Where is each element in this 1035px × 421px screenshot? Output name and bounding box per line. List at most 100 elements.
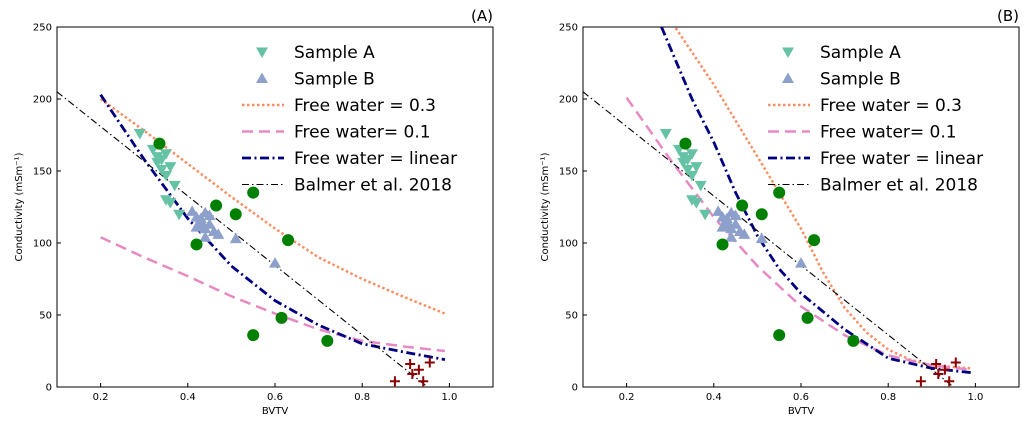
data-point-circle [275,311,288,324]
data-point-circle [247,186,260,199]
data-point-triangle-down [694,180,707,192]
legend-item: Balmer et al. 2018 [242,176,452,196]
x-tick-label: 0.8 [880,392,896,403]
data-point-plus [931,358,942,369]
plot-frame [56,26,494,388]
data-point-circle [847,334,860,347]
legend-item: Sample B [256,70,375,90]
data-point-circle [801,311,814,324]
legend-label: Sample A [820,43,901,63]
data-point-triangle-up [203,218,216,229]
data-point-triangle-up [186,205,199,216]
y-tick-label: 150 [559,167,578,178]
x-tick-label: 0.2 [93,392,109,403]
legend-item: Free water= 0.1 [242,123,431,143]
data-point-triangle-up [712,205,725,216]
data-point-triangle-up [203,209,216,221]
y-tick-label: 100 [33,239,52,250]
series-line [583,91,954,387]
data-point-circle [716,238,729,251]
legend-label: Sample A [294,43,375,63]
series-line [673,27,972,370]
data-point-plus [950,357,961,368]
legend-item: Free water = 0.3 [242,96,436,116]
y-tick-label: 100 [559,239,578,250]
data-point-triangle-up [738,228,751,239]
data-point-triangle-up [190,221,203,232]
legend-item: Free water= 0.1 [768,123,957,143]
data-point-circle [190,238,203,251]
data-point-triangle-up [795,257,807,268]
data-point-circle [321,334,334,347]
data-point-triangle-down [686,170,698,182]
data-point-circle [679,137,692,150]
data-point-circle [808,234,821,247]
y-axis-label: Conductivity (mSm⁻¹) [14,152,25,261]
legend-marker [256,72,268,83]
data-point-triangle-up [194,212,207,224]
x-tick-label: 1.0 [967,392,983,403]
data-point-triangle-up [716,221,729,232]
data-point-triangle-down [173,209,186,221]
data-point-triangle-down [164,162,177,173]
legend-item: Sample B [782,70,901,90]
data-point-circle [247,329,260,342]
legend-label: Free water = linear [820,149,983,169]
legend-item: Free water = 0.3 [768,96,962,116]
legend-label: Free water = 0.3 [820,96,962,116]
x-axis-label: BVTV [788,406,815,417]
legend-item: Balmer et al. 2018 [768,176,978,196]
data-point-plus [418,376,429,387]
panel-label: (B) [997,7,1019,25]
data-point-plus [424,357,435,368]
legend: Sample A Sample B Free water = 0.3 Free wat… [768,43,983,196]
data-point-triangle-down [699,209,712,221]
data-point-triangle-down [160,170,172,182]
data-point-triangle-down [151,157,164,169]
y-tick-label: 250 [33,23,52,34]
y-tick-label: 0 [46,383,52,394]
data-point-plus [405,358,416,369]
data-point-triangle-up [729,209,742,221]
y-tick-label: 150 [33,167,52,178]
data-point-plus [389,376,400,387]
x-tick-label: 0.8 [354,392,370,403]
data-point-triangle-down [168,180,181,192]
data-point-triangle-up [729,218,742,229]
data-point-triangle-down [133,129,146,140]
data-point-triangle-up [199,231,212,242]
legend-marker [782,72,794,83]
data-point-triangle-up [212,228,225,239]
legend-item: Sample A [782,43,901,63]
data-point-triangle-up [269,257,281,268]
data-point-triangle-down [686,149,698,160]
x-tick-label: 0.2 [619,392,635,403]
plot-frame [582,26,1020,388]
data-point-plus [413,364,424,375]
chart-panel-b: 0.2 0.4 0.6 0.8 1.0 0 50 100 150 200 250 BVTV Conduc… [540,7,1020,417]
data-point-circle [282,234,295,247]
panel-label: (A) [471,7,493,25]
legend-label: Free water = linear [294,149,457,169]
chart-panel-a: 0.2 0.4 0.6 0.8 1.0 0 50 100 150 200 250 BVTV Conduc… [14,7,494,417]
data-point-plus [944,376,955,387]
data-point-plus [933,369,944,380]
y-tick-label: 50 [39,311,52,322]
series-line [57,91,428,387]
y-tick-label: 50 [565,311,578,322]
data-point-triangle-down [677,157,690,169]
legend-marker [782,47,794,58]
legend-label: Sample B [820,70,901,90]
legend: Sample A Sample B Free water = 0.3 Free wat… [242,43,457,196]
data-point-triangle-up [725,231,738,242]
legend-label: Free water= 0.1 [820,123,957,143]
series-line [625,96,972,371]
data-point-circle [736,199,749,212]
plot-area [57,91,446,387]
data-point-plus [407,369,418,380]
y-axis-label: Conductivity (mSm⁻¹) [540,152,551,261]
legend-label: Sample B [294,70,375,90]
data-point-triangle-down [155,165,168,176]
legend-label: Free water= 0.1 [294,123,431,143]
